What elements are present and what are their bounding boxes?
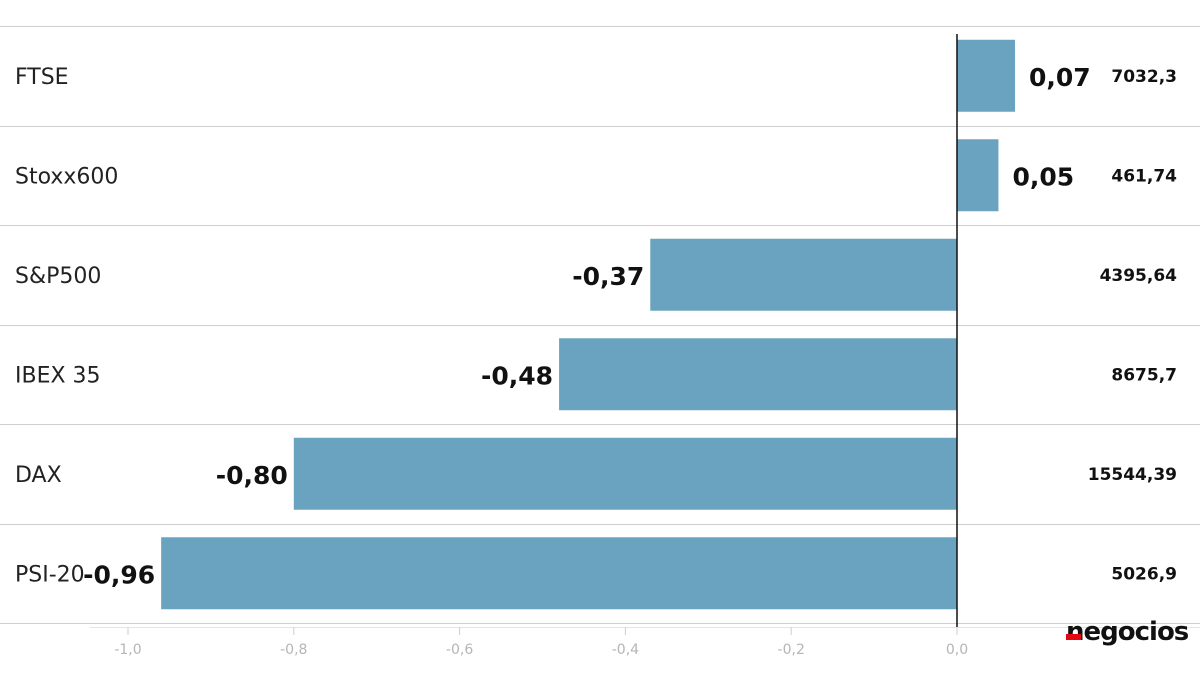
index-level: 8675,7 (1111, 365, 1177, 385)
category-labels: FTSE Stoxx600 S&P500 IBEX 35 DAX PSI-20 (15, 65, 118, 588)
negocios-logo: negocios (1066, 617, 1190, 647)
bar-2 (650, 238, 957, 311)
category-label: DAX (15, 463, 62, 488)
logo-accent-mark (1066, 634, 1081, 640)
x-tick-label: -0,4 (612, 642, 639, 658)
x-tick-label: -0,8 (280, 642, 307, 658)
bar-5 (161, 537, 957, 610)
row-separators (0, 26, 1200, 624)
value-label: -0,80 (216, 461, 288, 490)
value-label: 0,05 (1012, 162, 1074, 191)
category-label: PSI-20 (15, 562, 85, 587)
x-tick-label: -0,2 (778, 642, 805, 658)
bar-4 (293, 437, 957, 510)
category-label: FTSE (15, 65, 69, 90)
index-level: 5026,9 (1111, 564, 1177, 584)
bars (161, 39, 1016, 610)
index-level: 15544,39 (1088, 465, 1177, 485)
index-level: 4395,64 (1100, 266, 1178, 286)
index-level: 461,74 (1111, 166, 1177, 186)
category-label: Stoxx600 (15, 164, 118, 189)
x-tick-label: -0,6 (446, 642, 473, 658)
x-axis: -1,0 -0,8 -0,6 -0,4 -0,2 0,0 (90, 627, 1200, 658)
index-level: 7032,3 (1111, 67, 1177, 87)
value-label: -0,96 (83, 560, 155, 589)
logo-text: negocios (1066, 617, 1189, 647)
value-label: 0,07 (1029, 63, 1091, 92)
value-labels: 0,07 0,05 -0,37 -0,48 -0,80 -0,96 (83, 63, 1091, 590)
x-tick-label: -1,0 (114, 642, 141, 658)
value-label: -0,48 (481, 361, 553, 390)
bar-0 (957, 39, 1016, 112)
value-label: -0,37 (572, 262, 644, 291)
bar-1 (957, 139, 999, 212)
category-label: IBEX 35 (15, 363, 101, 388)
x-tick-label: 0,0 (946, 642, 968, 658)
bar-3 (559, 338, 957, 411)
category-label: S&P500 (15, 264, 101, 289)
index-level-labels: 7032,3 461,74 4395,64 8675,7 15544,39 5026,9 (1088, 67, 1177, 585)
